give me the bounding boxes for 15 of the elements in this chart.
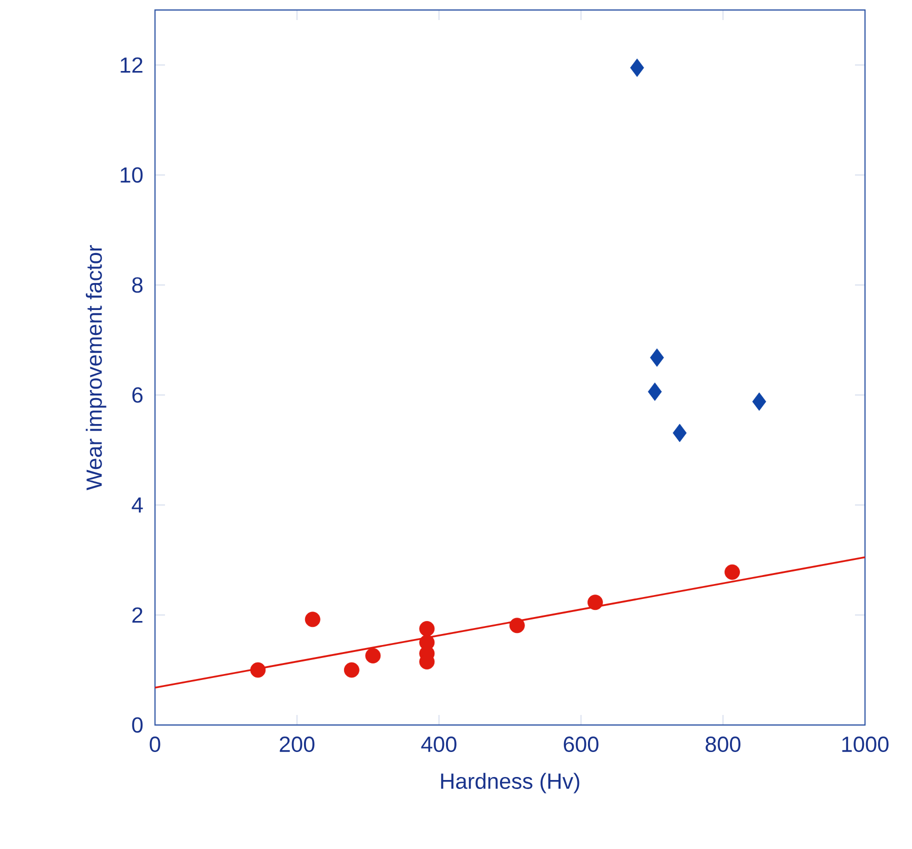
x-tick-label: 1000 <box>842 736 889 752</box>
y-tick-label: 10 <box>120 167 143 183</box>
y-tick-label: 12 <box>120 57 142 73</box>
x-axis-title: Hardness (Hv) <box>441 772 580 794</box>
x-tick-label: 800 <box>706 736 740 752</box>
y-tick-label: 6 <box>132 387 143 403</box>
x-tick-label: 600 <box>564 736 598 752</box>
x-tick-label: 200 <box>280 736 314 752</box>
x-tick-label: 0 <box>150 736 160 752</box>
y-tick-label: 0 <box>132 717 143 733</box>
y-axis-title: Wear improvement factor <box>86 245 106 490</box>
x-tick-label: 400 <box>421 736 456 752</box>
y-tick-label: 8 <box>132 277 143 293</box>
y-tick-label: 4 <box>132 497 143 513</box>
y-tick-label: 2 <box>132 607 142 623</box>
